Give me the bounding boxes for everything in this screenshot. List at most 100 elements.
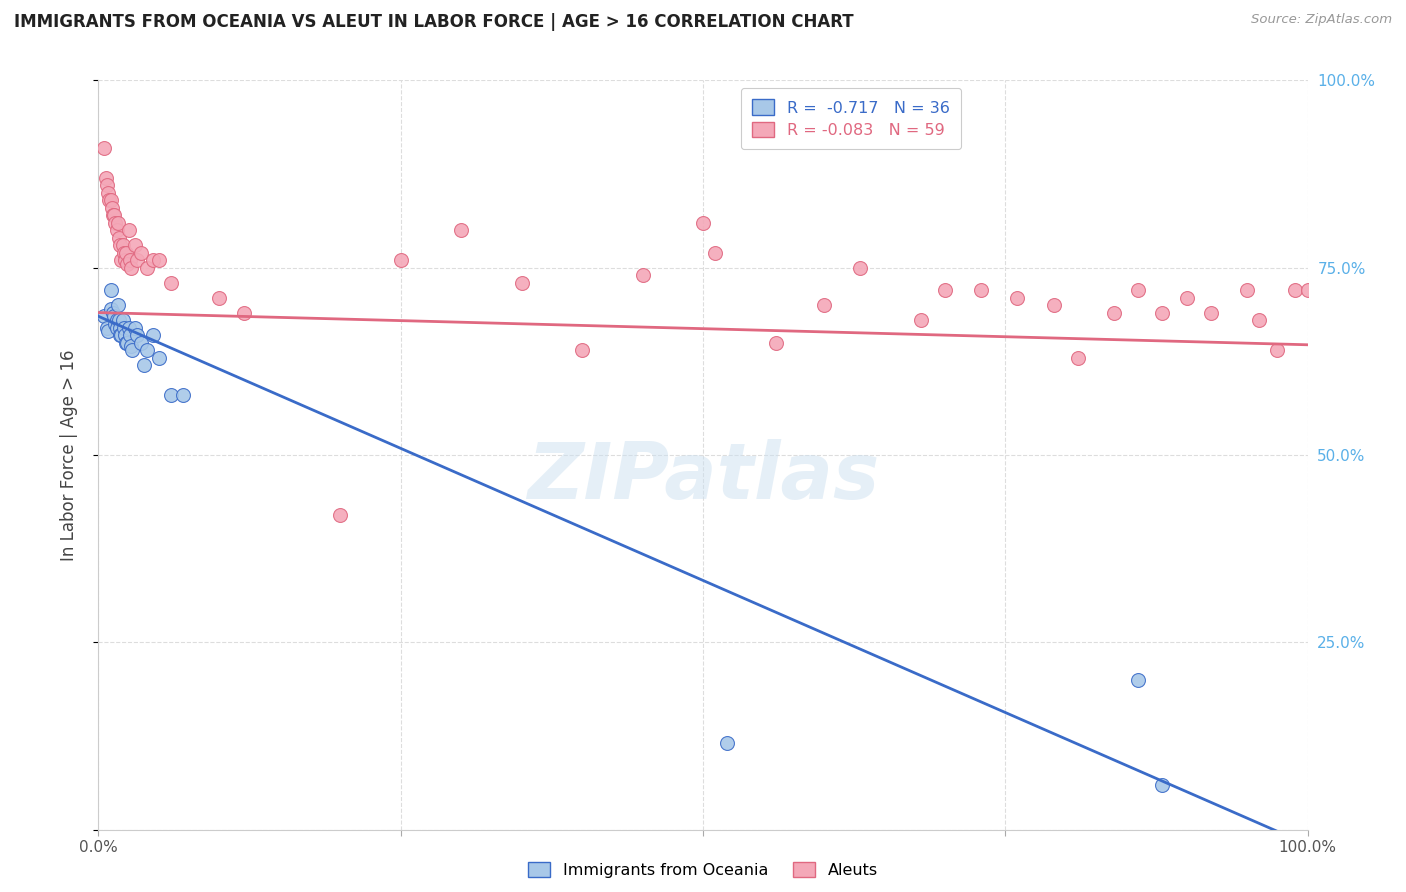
Point xyxy=(148,351,170,365)
Point xyxy=(129,335,152,350)
Point xyxy=(1102,305,1125,319)
Point xyxy=(111,238,134,252)
Point xyxy=(97,324,120,338)
Point xyxy=(208,291,231,305)
Point xyxy=(571,343,593,357)
Point xyxy=(120,339,142,353)
Point xyxy=(450,223,472,237)
Text: ZIPatlas: ZIPatlas xyxy=(527,440,879,516)
Point xyxy=(107,298,129,312)
Point xyxy=(1267,343,1289,357)
Point xyxy=(510,276,533,290)
Point xyxy=(124,320,146,334)
Point xyxy=(716,736,738,750)
Point xyxy=(107,216,129,230)
Legend: Immigrants from Oceania, Aleuts: Immigrants from Oceania, Aleuts xyxy=(522,855,884,884)
Point xyxy=(1128,673,1150,687)
Point xyxy=(101,208,124,222)
Legend: R =  -0.717   N = 36, R = -0.083   N = 59: R = -0.717 N = 36, R = -0.083 N = 59 xyxy=(741,88,962,149)
Point xyxy=(105,223,128,237)
Point xyxy=(1296,283,1319,297)
Point xyxy=(108,320,131,334)
Point xyxy=(110,253,132,268)
Point xyxy=(631,268,654,282)
Point xyxy=(389,253,412,268)
Point xyxy=(692,216,714,230)
Point xyxy=(849,260,872,275)
Point xyxy=(114,253,136,268)
Point xyxy=(1067,351,1090,365)
Point xyxy=(118,253,141,268)
Point xyxy=(127,253,149,268)
Point xyxy=(1236,283,1258,297)
Point xyxy=(111,313,134,327)
Point xyxy=(1249,313,1271,327)
Point xyxy=(765,335,787,350)
Point xyxy=(112,245,135,260)
Point xyxy=(108,238,131,252)
Point xyxy=(100,201,122,215)
Point xyxy=(148,253,170,268)
Point xyxy=(103,310,125,324)
Point xyxy=(1152,305,1174,319)
Point xyxy=(970,283,993,297)
Point xyxy=(118,223,141,237)
Point xyxy=(135,343,157,357)
Point xyxy=(1007,291,1029,305)
Point xyxy=(118,320,141,334)
Point xyxy=(104,317,127,331)
Point xyxy=(112,320,135,334)
Point xyxy=(129,245,152,260)
Point xyxy=(98,193,121,207)
Point xyxy=(1128,283,1150,297)
Point xyxy=(124,238,146,252)
Point xyxy=(115,245,138,260)
Point xyxy=(110,328,132,343)
Point xyxy=(1175,291,1198,305)
Point xyxy=(101,305,124,319)
Point xyxy=(142,328,165,343)
Point xyxy=(934,283,956,297)
Point xyxy=(96,178,118,193)
Point xyxy=(121,343,143,357)
Point xyxy=(105,313,128,327)
Point xyxy=(1152,778,1174,792)
Point xyxy=(704,245,727,260)
Point xyxy=(142,253,165,268)
Point xyxy=(108,328,131,343)
Point xyxy=(172,388,194,402)
Point xyxy=(160,276,183,290)
Point xyxy=(96,320,118,334)
Point xyxy=(100,193,122,207)
Point xyxy=(120,260,142,275)
Point xyxy=(94,170,117,185)
Point xyxy=(127,328,149,343)
Point xyxy=(117,257,139,271)
Point xyxy=(108,313,131,327)
Point xyxy=(160,388,183,402)
Point xyxy=(105,320,128,334)
Point xyxy=(232,305,254,319)
Point xyxy=(329,508,352,522)
Text: Source: ZipAtlas.com: Source: ZipAtlas.com xyxy=(1251,13,1392,27)
Point xyxy=(100,283,122,297)
Point xyxy=(134,358,156,372)
Y-axis label: In Labor Force | Age > 16: In Labor Force | Age > 16 xyxy=(59,349,77,561)
Point xyxy=(910,313,932,327)
Text: IMMIGRANTS FROM OCEANIA VS ALEUT IN LABOR FORCE | AGE > 16 CORRELATION CHART: IMMIGRANTS FROM OCEANIA VS ALEUT IN LABO… xyxy=(14,13,853,31)
Point xyxy=(93,310,115,324)
Point xyxy=(100,301,122,316)
Point xyxy=(1284,283,1306,297)
Point xyxy=(104,216,127,230)
Point xyxy=(114,328,136,343)
Point xyxy=(1042,298,1064,312)
Point xyxy=(813,298,835,312)
Point xyxy=(118,328,141,343)
Point xyxy=(1199,305,1222,319)
Point xyxy=(103,208,125,222)
Point xyxy=(117,335,139,350)
Point xyxy=(115,335,138,350)
Point xyxy=(108,230,131,244)
Point xyxy=(93,141,115,155)
Point xyxy=(97,186,120,200)
